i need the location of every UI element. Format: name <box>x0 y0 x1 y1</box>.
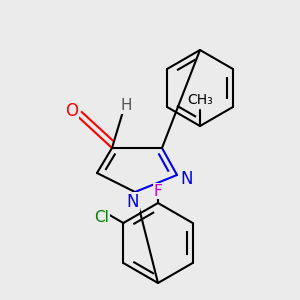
Text: N: N <box>127 193 139 211</box>
Text: O: O <box>65 102 79 120</box>
Text: H: H <box>120 98 132 113</box>
Text: CH₃: CH₃ <box>187 93 213 107</box>
Text: Cl: Cl <box>94 209 110 224</box>
Text: F: F <box>154 184 162 199</box>
Text: N: N <box>181 170 193 188</box>
